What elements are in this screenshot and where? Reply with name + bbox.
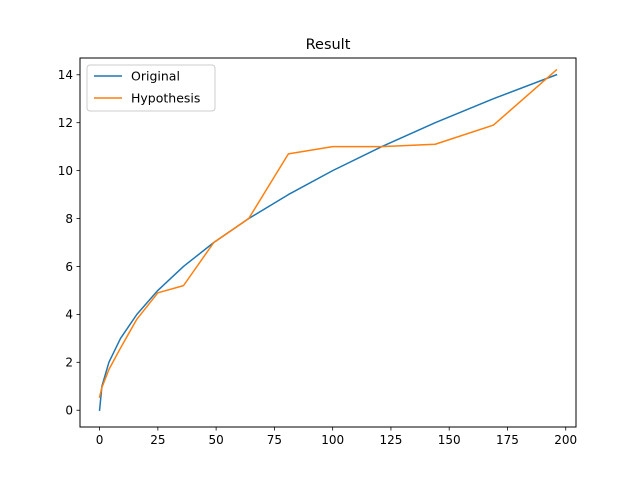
y-tick-label: 8: [65, 212, 73, 226]
chart-title: Result: [306, 37, 351, 53]
y-tick-label: 6: [65, 260, 73, 274]
y-tick-label: 0: [65, 404, 73, 418]
x-tick-label: 175: [496, 433, 519, 447]
y-tick-label: 4: [65, 308, 73, 322]
x-tick-label: 0: [96, 433, 104, 447]
x-tick-label: 100: [321, 433, 344, 447]
y-axis: 0 2 4 6 8 10 12 14: [58, 68, 80, 418]
legend: Original Hypothesis: [86, 64, 216, 112]
x-tick-label: 125: [379, 433, 402, 447]
plot-frame: [79, 57, 577, 428]
x-axis: 0 25 50 75 100 125 150 175 200: [96, 427, 577, 447]
y-tick-label: 10: [58, 164, 73, 178]
y-tick-label: 12: [58, 116, 73, 130]
x-tick-label: 50: [208, 433, 223, 447]
x-tick-label: 25: [150, 433, 165, 447]
series-layer: [98, 68, 558, 412]
x-tick-label: 150: [438, 433, 461, 447]
x-tick-label: 200: [554, 433, 577, 447]
y-tick-label: 2: [65, 356, 73, 370]
y-tick-label: 14: [58, 68, 73, 82]
legend-label-hypothesis: Hypothesis: [131, 91, 200, 106]
series-line-hypothesis: [98, 68, 558, 398]
x-tick-label: 75: [267, 433, 282, 447]
legend-label-original: Original: [131, 69, 180, 84]
